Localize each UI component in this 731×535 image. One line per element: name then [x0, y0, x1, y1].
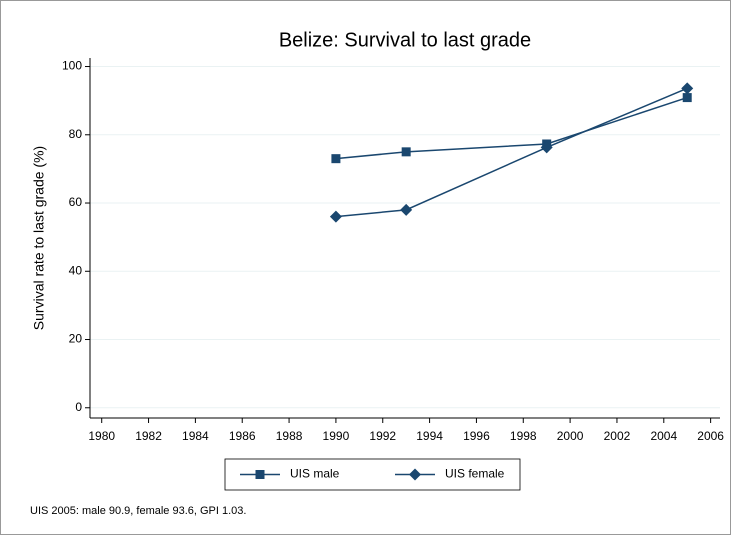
x-tick-label: 2000	[557, 429, 584, 443]
marker	[400, 203, 413, 216]
x-tick-label: 2002	[604, 429, 631, 443]
x-tick-label: 1986	[229, 429, 256, 443]
marker	[681, 82, 694, 95]
y-tick-label: 80	[69, 127, 83, 141]
x-tick-label: 1980	[88, 429, 115, 443]
marker	[329, 210, 342, 223]
legend-marker	[255, 470, 265, 479]
y-tick-label: 0	[75, 400, 82, 414]
marker	[331, 154, 341, 164]
legend-label: UIS male	[290, 467, 340, 481]
x-tick-label: 2006	[697, 429, 724, 443]
y-tick-label: 40	[69, 263, 83, 277]
y-tick-label: 20	[69, 332, 83, 346]
marker	[682, 93, 692, 103]
x-tick-label: 1982	[135, 429, 162, 443]
x-tick-label: 1996	[463, 429, 490, 443]
x-tick-label: 1988	[276, 429, 303, 443]
x-tick-label: 1984	[182, 429, 209, 443]
y-axis-label: Survival rate to last grade (%)	[31, 146, 47, 330]
x-tick-label: 1990	[323, 429, 350, 443]
marker	[401, 147, 411, 157]
x-tick-label: 1994	[416, 429, 443, 443]
x-tick-label: 1992	[369, 429, 396, 443]
x-tick-label: 2004	[650, 429, 677, 443]
note: UIS 2005: male 90.9, female 93.6, GPI 1.…	[30, 505, 246, 517]
y-tick-label: 60	[69, 195, 83, 209]
y-tick-label: 100	[62, 59, 82, 73]
series-line	[335, 87, 688, 218]
marker	[540, 141, 553, 154]
series-line	[335, 96, 688, 160]
chart-title: Belize: Survival to last grade	[279, 29, 531, 51]
x-tick-label: 1998	[510, 429, 537, 443]
legend-marker	[409, 468, 421, 481]
legend-label: UIS female	[445, 467, 505, 481]
